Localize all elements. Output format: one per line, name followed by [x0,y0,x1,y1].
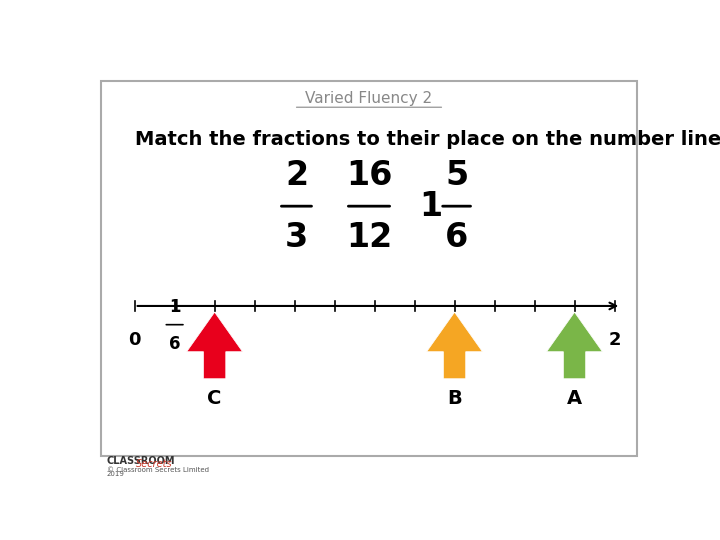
Text: CLASSROOM: CLASSROOM [107,456,175,465]
Text: 2: 2 [608,331,621,349]
Polygon shape [186,312,243,379]
Text: Secrets: Secrets [136,459,172,469]
Text: 3: 3 [285,221,308,254]
Text: 1: 1 [169,299,181,316]
Text: C: C [207,389,222,408]
Text: Match the fractions to their place on the number line.: Match the fractions to their place on th… [135,130,720,149]
Text: B: B [447,389,462,408]
Polygon shape [546,312,603,379]
Text: © Classroom Secrets Limited: © Classroom Secrets Limited [107,467,209,473]
Text: 5: 5 [445,159,468,192]
FancyBboxPatch shape [101,82,637,456]
Text: 2019: 2019 [107,471,125,477]
Text: 6: 6 [169,335,181,353]
Polygon shape [427,312,482,379]
Text: 16: 16 [346,159,392,192]
Text: 2: 2 [285,159,308,192]
Text: 0: 0 [128,331,141,349]
Text: A: A [567,389,582,408]
Text: Varied Fluency 2: Varied Fluency 2 [305,91,433,105]
Text: 6: 6 [445,221,468,254]
Text: 1: 1 [419,190,442,222]
Text: 12: 12 [346,221,392,254]
